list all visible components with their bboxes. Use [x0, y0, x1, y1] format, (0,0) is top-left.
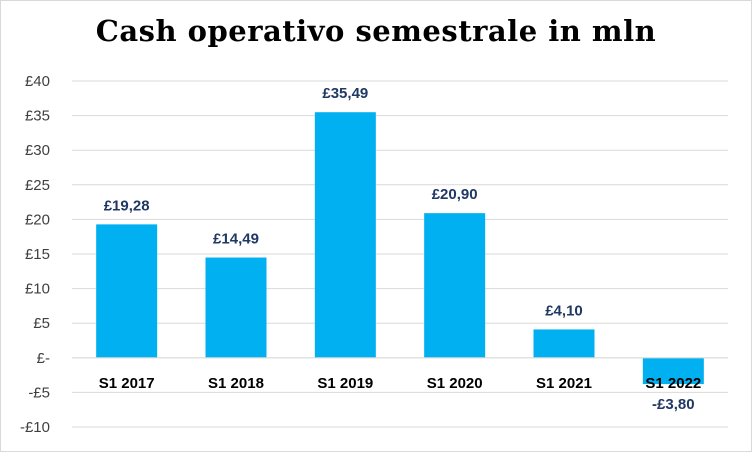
data-label: £4,10: [545, 302, 583, 319]
data-label: £20,90: [432, 186, 478, 203]
x-category-label: S1 2021: [536, 375, 592, 392]
bar: [314, 112, 376, 358]
y-tick-label: -£5: [28, 384, 50, 401]
y-tick-label: £30: [25, 142, 50, 159]
bar: [424, 213, 486, 358]
y-tick-label: £35: [25, 108, 50, 125]
y-tick-label: £15: [25, 246, 50, 263]
labels: £40 £35 £30 £25 £20 £15 £10 £5 £- -£5 -£10 S1 2017 £…: [20, 73, 701, 436]
y-tick-label: -£10: [20, 419, 50, 436]
x-category-label: S1 2020: [427, 375, 483, 392]
gridlines: [72, 80, 728, 428]
data-label: £19,28: [104, 197, 150, 214]
y-tick-label: £20: [25, 211, 50, 228]
x-category-label: S1 2022: [645, 375, 701, 392]
data-label: £35,49: [322, 85, 368, 102]
y-tick-label: £-: [37, 350, 50, 367]
y-tick-label: £40: [25, 73, 50, 90]
x-category-label: S1 2019: [317, 375, 373, 392]
bar: [642, 357, 704, 385]
y-tick-label: £10: [25, 281, 50, 298]
bar: [205, 257, 267, 358]
data-label: -£3,80: [652, 396, 695, 413]
bar: [96, 224, 158, 358]
y-tick-label: £25: [25, 177, 50, 194]
x-category-label: S1 2017: [99, 375, 155, 392]
y-tick-label: £5: [33, 315, 50, 332]
chart-title: Cash operativo semestrale in mln: [95, 14, 657, 48]
bar: [533, 329, 595, 358]
bars: [96, 112, 704, 385]
x-category-label: S1 2018: [208, 375, 264, 392]
data-label: £14,49: [213, 231, 259, 248]
